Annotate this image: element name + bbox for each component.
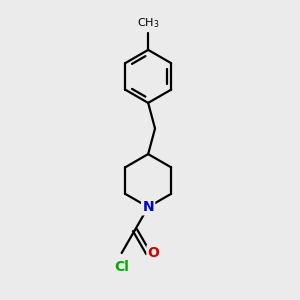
Text: N: N bbox=[142, 200, 154, 214]
Text: Cl: Cl bbox=[114, 260, 129, 274]
Text: O: O bbox=[148, 246, 160, 260]
Text: CH$_3$: CH$_3$ bbox=[137, 16, 159, 30]
